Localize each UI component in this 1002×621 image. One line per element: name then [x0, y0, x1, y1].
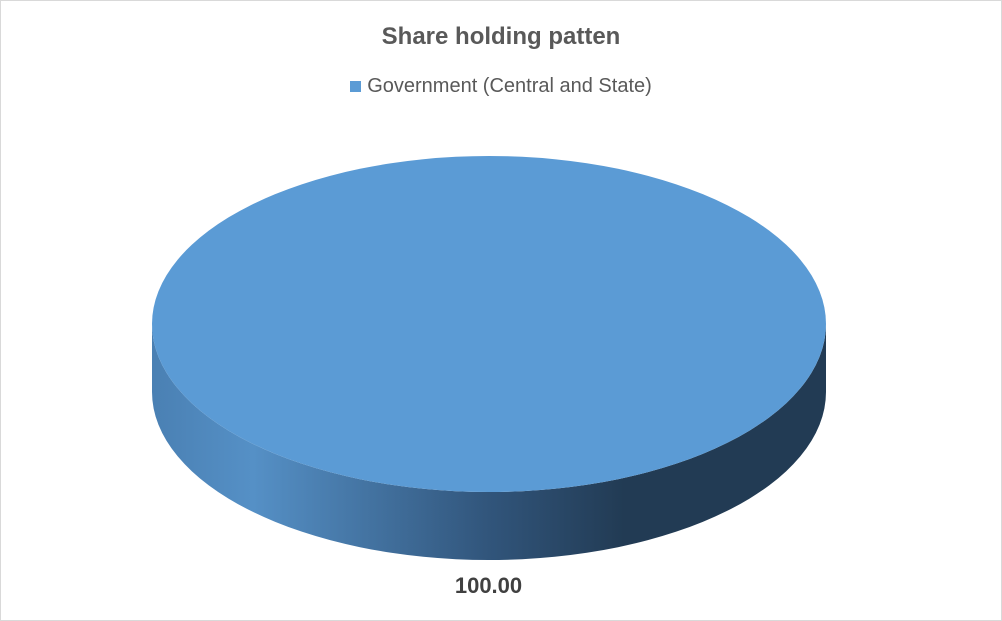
chart-title: Share holding patten: [381, 23, 621, 50]
pie-slice: [152, 156, 826, 492]
legend-swatch: [350, 81, 362, 92]
legend-entry: Government (Central and State): [367, 75, 652, 97]
data-label: 100.00: [454, 573, 523, 598]
legend: Government (Central and State): [1, 75, 1001, 98]
pie-slice-side: [152, 324, 826, 560]
